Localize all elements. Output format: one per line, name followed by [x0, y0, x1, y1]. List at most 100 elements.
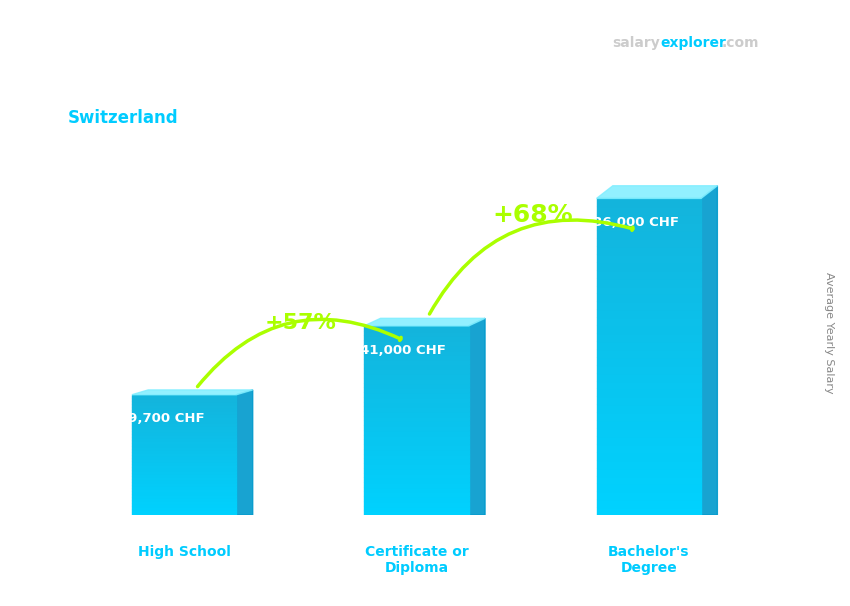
Bar [132, 422, 236, 425]
Bar [364, 425, 468, 430]
Bar [364, 458, 468, 463]
Bar [364, 355, 468, 359]
Bar [364, 326, 468, 331]
Bar [364, 439, 468, 444]
Text: .com: .com [722, 36, 759, 50]
Bar [132, 437, 236, 440]
Bar [364, 335, 468, 340]
Bar [597, 507, 701, 515]
Bar [132, 476, 236, 479]
Bar [364, 468, 468, 473]
Bar [740, 54, 763, 98]
Text: Actor: Actor [68, 79, 118, 97]
Bar [597, 444, 701, 451]
Bar [364, 444, 468, 449]
Bar [364, 510, 468, 515]
Bar [132, 431, 236, 434]
Bar [364, 359, 468, 364]
Bar [364, 491, 468, 496]
Bar [132, 440, 236, 443]
Bar [132, 407, 236, 410]
Bar [364, 505, 468, 510]
Bar [364, 340, 468, 345]
Bar [597, 246, 701, 254]
Bar [597, 373, 701, 381]
Bar [597, 262, 701, 270]
Bar [132, 446, 236, 449]
Bar [597, 484, 701, 491]
Bar [364, 496, 468, 501]
Bar [597, 254, 701, 262]
Bar [597, 285, 701, 293]
Bar [132, 491, 236, 494]
Bar [597, 309, 701, 317]
Bar [132, 458, 236, 461]
Bar [597, 293, 701, 301]
Bar [597, 230, 701, 238]
Bar [597, 357, 701, 365]
Bar [364, 387, 468, 392]
Polygon shape [468, 318, 485, 515]
Bar [597, 468, 701, 476]
Bar [132, 512, 236, 515]
Bar [364, 411, 468, 416]
Bar [364, 463, 468, 468]
Bar [597, 451, 701, 460]
Bar [132, 500, 236, 503]
Bar [132, 488, 236, 491]
Polygon shape [132, 390, 252, 395]
Bar [597, 436, 701, 444]
Bar [132, 413, 236, 416]
Bar [132, 449, 236, 452]
Bar [132, 467, 236, 470]
Bar [597, 460, 701, 468]
Bar [364, 454, 468, 458]
Bar [132, 482, 236, 485]
Bar [364, 364, 468, 368]
Bar [132, 425, 236, 428]
Bar [132, 416, 236, 419]
Text: Bachelor's
Degree: Bachelor's Degree [608, 545, 689, 575]
Bar [597, 238, 701, 246]
Bar [597, 491, 701, 499]
Bar [597, 222, 701, 230]
Bar [132, 470, 236, 473]
Bar [597, 198, 701, 206]
Bar [132, 479, 236, 482]
Text: +57%: +57% [264, 313, 337, 333]
Bar [132, 497, 236, 500]
Bar [364, 449, 468, 454]
Text: +68%: +68% [492, 203, 573, 227]
Bar [132, 410, 236, 413]
Bar [597, 325, 701, 333]
Bar [722, 68, 783, 84]
Bar [132, 401, 236, 404]
Text: explorer: explorer [660, 36, 726, 50]
Bar [597, 420, 701, 428]
Bar [132, 506, 236, 509]
Bar [597, 333, 701, 341]
Bar [132, 398, 236, 401]
Bar [132, 464, 236, 467]
Bar [364, 473, 468, 478]
Text: Average Yearly Salary: Average Yearly Salary [824, 273, 834, 394]
Bar [364, 406, 468, 411]
Bar [364, 416, 468, 421]
Bar [597, 499, 701, 507]
Bar [132, 509, 236, 512]
Bar [364, 350, 468, 355]
Bar [364, 382, 468, 387]
Bar [597, 317, 701, 325]
Text: Salary Comparison By Education: Salary Comparison By Education [68, 36, 527, 61]
Bar [132, 461, 236, 464]
Bar [132, 395, 236, 398]
Text: 89,700 CHF: 89,700 CHF [119, 413, 205, 425]
Polygon shape [701, 186, 717, 515]
Bar [364, 478, 468, 482]
Bar [364, 482, 468, 487]
Bar [132, 404, 236, 407]
Bar [364, 331, 468, 335]
Bar [364, 435, 468, 439]
Bar [364, 392, 468, 397]
Text: salary: salary [612, 36, 660, 50]
